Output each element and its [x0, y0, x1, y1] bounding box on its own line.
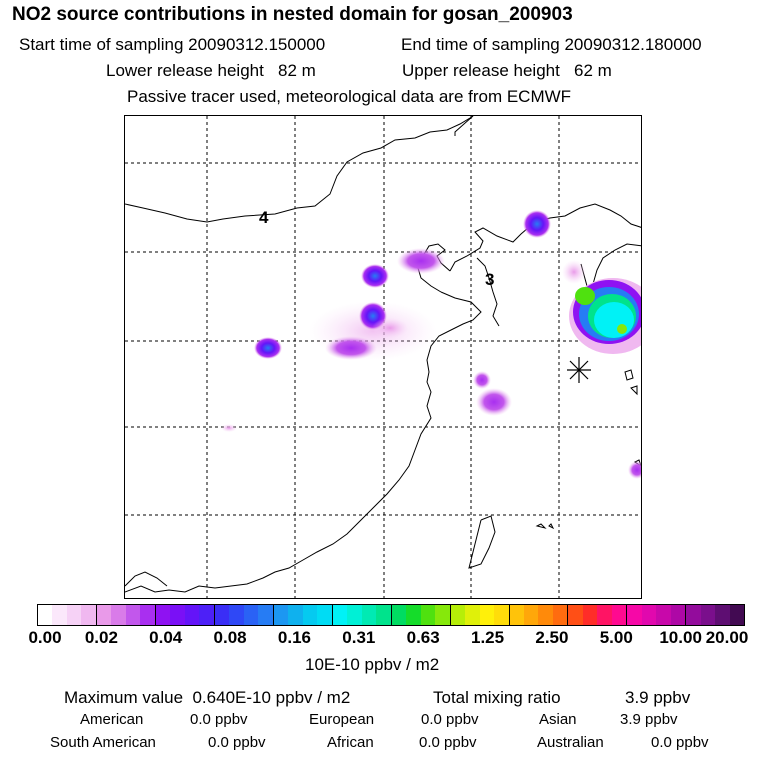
colorbar-swatch: [95, 605, 112, 625]
colorbar-swatch: [656, 605, 671, 625]
colorbar-swatch: [729, 605, 745, 625]
colorbar-swatch: [626, 605, 642, 625]
colorbar-swatch: [66, 605, 82, 625]
colorbar-swatch: [111, 605, 126, 625]
colorbar-swatch: [184, 605, 200, 625]
colorbar-swatch: [376, 605, 391, 625]
colorbar-swatch: [170, 605, 185, 625]
colorbar-tick-label: 0.02: [84, 628, 118, 647]
colorbar-swatch: [154, 605, 171, 625]
australian-label: Australian: [537, 734, 604, 751]
colorbar-swatch: [272, 605, 289, 625]
colorbar-swatch: [406, 605, 421, 625]
asian-label: Asian: [539, 711, 577, 728]
start-time-label: Start time of sampling 20090312.150000: [19, 35, 326, 54]
colorbar-swatch: [685, 605, 701, 625]
australian-value: 0.0 ppbv: [651, 734, 709, 751]
map-canvas: 4 3: [125, 116, 641, 598]
colorbar-tick-label: 1.25: [470, 628, 505, 647]
asian-value: 3.9 ppbv: [620, 711, 678, 728]
colorbar-swatch: [715, 605, 730, 625]
colorbar-tick-label: 0.31: [342, 628, 376, 647]
colorbar-swatch: [597, 605, 612, 625]
colorbar-swatch: [700, 605, 716, 625]
colorbar-tick-label: 5.00: [599, 628, 633, 647]
korea-hotspot: [569, 278, 641, 354]
colorbar-swatch: [435, 605, 450, 625]
colorbar-swatch: [81, 605, 96, 625]
colorbar-swatch: [449, 605, 466, 625]
colorbar-swatch: [390, 605, 407, 625]
colorbar-swatch: [361, 605, 377, 625]
colorbar-swatch: [331, 605, 348, 625]
american-value: 0.0 ppbv: [190, 711, 248, 728]
colorbar-swatch: [494, 605, 509, 625]
colorbar-tick-label: 0.04: [149, 628, 183, 647]
colorbar-swatch: [258, 605, 273, 625]
region-label-4: 4: [259, 208, 269, 227]
south-american-value: 0.0 ppbv: [208, 734, 266, 751]
colorbar-swatch: [465, 605, 480, 625]
colorbar-swatch: [302, 605, 318, 625]
map-panel: 4 3: [124, 115, 642, 599]
colorbar-swatch: [582, 605, 598, 625]
colorbar-swatch: [125, 605, 141, 625]
info-label: Passive tracer used, meteorological data…: [127, 87, 572, 106]
region-label-3: 3: [485, 270, 494, 289]
colorbar-swatch: [523, 605, 539, 625]
upper-height-label: Upper release height 62 m: [402, 61, 612, 80]
colorbar-units: 10E-10 ppbv / m2: [305, 655, 440, 674]
lower-height-label: Lower release height 82 m: [106, 61, 316, 80]
american-label: American: [80, 711, 144, 728]
end-time-label: End time of sampling 20090312.180000: [401, 35, 702, 54]
colorbar-tick-label: 2.50: [535, 628, 569, 647]
colorbar-swatch: [199, 605, 214, 625]
total-mixing-ratio-label: Total mixing ratio: [433, 688, 561, 707]
colorbar-swatch: [140, 605, 155, 625]
colorbar-swatch: [670, 605, 686, 625]
colorbar-swatch: [641, 605, 657, 625]
colorbar-swatch: [229, 605, 244, 625]
colorbar-tick-label: 10.00: [659, 628, 702, 647]
colorbar-swatch: [552, 605, 568, 625]
african-label: African: [327, 734, 374, 751]
colorbar-tick-label: 0.63: [406, 628, 440, 647]
colorbar-swatch: [288, 605, 303, 625]
colorbar-tick-label: 0.16: [277, 628, 311, 647]
colorbar-swatch: [479, 605, 495, 625]
receptor-marker: [567, 357, 591, 383]
south-american-label: South American: [50, 734, 156, 751]
colorbar-swatch: [420, 605, 436, 625]
european-label: European: [309, 711, 375, 728]
colorbar-swatch: [508, 605, 524, 625]
concentration-field: [221, 210, 641, 479]
colorbar-swatch: [38, 605, 53, 625]
colorbar-swatch: [213, 605, 230, 625]
colorbar: [37, 604, 745, 626]
total-mixing-ratio-value: 3.9 ppbv: [625, 688, 691, 707]
colorbar-tick-label: 0.00: [28, 628, 62, 647]
colorbar-swatch: [611, 605, 627, 625]
colorbar-swatch: [567, 605, 583, 625]
colorbar-swatch: [243, 605, 259, 625]
european-value: 0.0 ppbv: [421, 711, 479, 728]
colorbar-tick-label: 20.00: [705, 628, 749, 647]
maximum-value-label: Maximum value 0.640E-10 ppbv / m2: [64, 688, 351, 707]
colorbar-swatch: [347, 605, 362, 625]
colorbar-swatch: [52, 605, 67, 625]
colorbar-swatch: [317, 605, 332, 625]
colorbar-swatch: [538, 605, 553, 625]
colorbar-tick-label: 0.08: [213, 628, 247, 647]
plot-title: NO2 source contributions in nested domai…: [12, 4, 573, 25]
african-value: 0.0 ppbv: [419, 734, 477, 751]
